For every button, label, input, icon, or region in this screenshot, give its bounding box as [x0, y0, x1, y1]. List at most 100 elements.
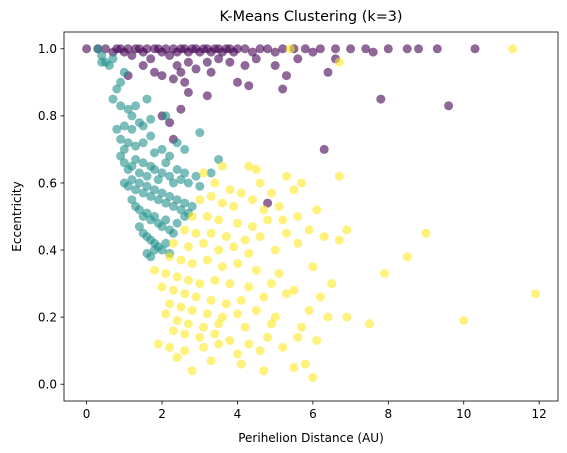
- x-tick-label: 10: [456, 407, 471, 421]
- cluster-2-point: [380, 269, 389, 278]
- cluster-1-point: [116, 77, 126, 87]
- cluster-2-point: [255, 346, 265, 356]
- cluster-1-point: [142, 171, 152, 181]
- cluster-2-point: [165, 299, 175, 309]
- cluster-2-point: [168, 285, 178, 295]
- cluster-1-point: [97, 51, 107, 60]
- cluster-2-point: [206, 356, 216, 366]
- cluster-1-point: [138, 121, 148, 131]
- cluster-1-point: [146, 131, 156, 141]
- cluster-2-point: [187, 366, 197, 376]
- cluster-0-point: [150, 67, 159, 77]
- cluster-2-point: [308, 373, 318, 382]
- cluster-0-point: [183, 87, 193, 97]
- cluster-1-point: [123, 181, 133, 191]
- cluster-2-point: [191, 228, 201, 238]
- cluster-2-point: [225, 336, 235, 346]
- cluster-2-point: [183, 242, 193, 252]
- cluster-0-point: [138, 61, 148, 70]
- axes-frame: [63, 31, 559, 402]
- cluster-0-point: [282, 71, 291, 81]
- cluster-0-point: [270, 61, 280, 70]
- cluster-0-point: [202, 57, 212, 67]
- cluster-1-point: [183, 178, 193, 188]
- cluster-2-point: [342, 312, 352, 322]
- cluster-0-point: [142, 44, 152, 54]
- cluster-1-point: [138, 138, 148, 148]
- cluster-1-point: [146, 252, 156, 262]
- cluster-2-point: [187, 305, 197, 315]
- y-tick-label: 0.8: [38, 109, 57, 123]
- cluster-0-point: [263, 44, 273, 54]
- cluster-2-point: [214, 319, 224, 329]
- cluster-0-point: [323, 67, 333, 77]
- cluster-2-point: [274, 201, 284, 211]
- cluster-2-point: [293, 332, 303, 342]
- cluster-2-point: [263, 332, 273, 342]
- cluster-2-point: [421, 228, 431, 238]
- cluster-2-point: [172, 316, 182, 325]
- cluster-1-point: [97, 57, 107, 67]
- cluster-0-point: [176, 67, 186, 77]
- cluster-0-point: [368, 47, 378, 57]
- cluster-1-point: [161, 238, 171, 248]
- cluster-0-point: [278, 84, 288, 94]
- cluster-1-point: [165, 151, 175, 161]
- cluster-2-point: [210, 178, 220, 188]
- cluster-0-point: [157, 71, 167, 81]
- cluster-2-point: [191, 292, 201, 302]
- cluster-1-point: [131, 155, 141, 164]
- cluster-2-point: [221, 232, 231, 242]
- cluster-2-point: [293, 238, 303, 248]
- cluster-1-point: [172, 195, 182, 205]
- cluster-2-point: [210, 329, 220, 339]
- cluster-0-point: [244, 81, 254, 91]
- cluster-1-point: [206, 168, 216, 178]
- cluster-2-point: [225, 279, 235, 289]
- y-tick-label: 1.0: [38, 42, 57, 56]
- cluster-2-point: [293, 212, 303, 221]
- cluster-0-point: [127, 51, 137, 60]
- cluster-1-point: [119, 121, 129, 131]
- x-tick-label: 2: [158, 407, 166, 421]
- cluster-2-point: [274, 269, 284, 278]
- cluster-2-point: [315, 292, 325, 302]
- cluster-2-point: [236, 359, 246, 369]
- cluster-1-point: [150, 165, 159, 174]
- cluster-2-point: [259, 366, 269, 376]
- cluster-0-point: [146, 54, 156, 64]
- cluster-2-point: [402, 252, 412, 262]
- cluster-2-point: [312, 205, 322, 215]
- cluster-1-point: [157, 188, 167, 198]
- cluster-1-point: [150, 212, 159, 221]
- cluster-1-point: [127, 124, 137, 134]
- cluster-2-point: [319, 232, 329, 242]
- cluster-2-point: [229, 242, 239, 252]
- cluster-0-point: [470, 44, 480, 54]
- cluster-2-point: [217, 198, 227, 208]
- cluster-0-point: [101, 44, 110, 54]
- y-tick-label: 0.2: [38, 310, 57, 324]
- cluster-2-point: [172, 272, 182, 282]
- cluster-2-point: [161, 309, 171, 319]
- cluster-1-point: [146, 114, 156, 124]
- cluster-0-point: [123, 44, 133, 54]
- cluster-0-point: [183, 57, 193, 67]
- chart-title: K-Means Clustering (k=3): [219, 9, 402, 25]
- cluster-0-point: [172, 61, 182, 70]
- cluster-0-point: [361, 44, 371, 54]
- cluster-1-point: [127, 161, 137, 171]
- cluster-2-point: [180, 346, 190, 356]
- cluster-2-point: [266, 319, 276, 329]
- cluster-2-point: [248, 195, 257, 205]
- cluster-0-point: [225, 57, 235, 67]
- cluster-0-point: [402, 44, 412, 54]
- cluster-2-point: [214, 245, 224, 255]
- cluster-2-point: [199, 322, 208, 332]
- cluster-2-point: [263, 215, 273, 225]
- cluster-0-point: [233, 44, 242, 54]
- cluster-1-point: [131, 141, 141, 151]
- cluster-2-point: [206, 228, 216, 238]
- y-tick-label: 0.4: [38, 243, 57, 257]
- cluster-1-point: [134, 178, 144, 188]
